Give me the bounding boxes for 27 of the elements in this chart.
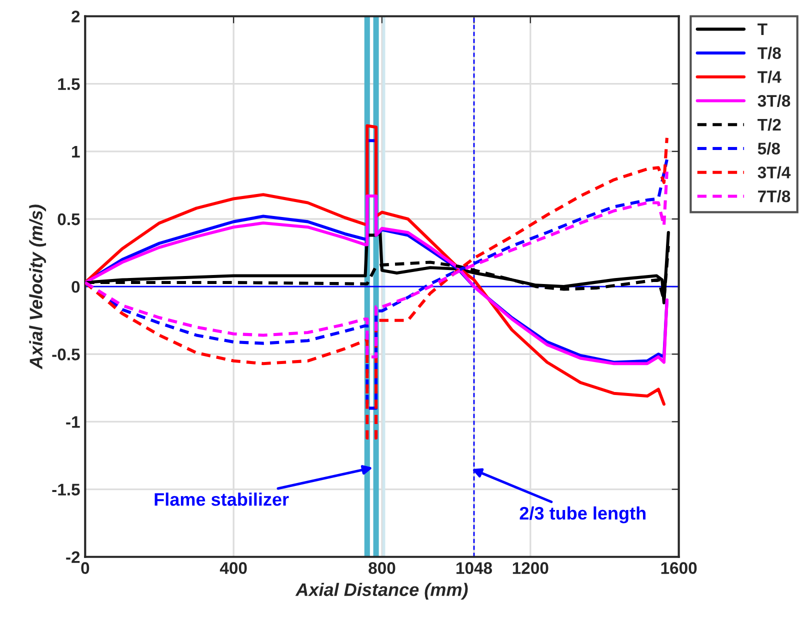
x-tick-label: 0 [81, 562, 90, 574]
legend-label: 5/8 [758, 142, 780, 155]
y-tick-label: -0.5 [52, 348, 80, 360]
y-tick-label: 1 [72, 146, 80, 158]
y-tick-label: -1 [66, 416, 80, 428]
annotation: 2/3 tube length [520, 506, 646, 524]
legend-label: 3T/4 [758, 166, 791, 179]
x-tick-label: 1200 [512, 562, 548, 574]
legend-label: T/4 [758, 70, 782, 84]
y-tick-label: 0.5 [58, 213, 80, 226]
legend-label: T/2 [758, 118, 781, 131]
y-tick-label: 1.5 [58, 78, 80, 90]
y-tick-label: -2 [66, 551, 80, 563]
y-axis-title: Axial Velocity (m/s) [29, 204, 46, 370]
y-tick-label: 0 [72, 280, 80, 293]
legend-label: 7T/8 [758, 190, 790, 202]
x-tick-label: 1048 [456, 562, 492, 574]
annotation: Flame stabilizer [154, 492, 289, 506]
y-tick-label: 2 [72, 10, 80, 22]
x-tick-label: 800 [368, 562, 396, 574]
x-tick-label: 1600 [661, 562, 697, 574]
legend-label: T [758, 24, 768, 35]
x-tick-label: 400 [220, 562, 247, 574]
legend-label: T/8 [758, 46, 781, 60]
x-axis-title: Axial Distance (mm) [295, 582, 468, 600]
legend-label: 3T/8 [758, 94, 790, 107]
y-tick-label: -1.5 [52, 484, 80, 496]
